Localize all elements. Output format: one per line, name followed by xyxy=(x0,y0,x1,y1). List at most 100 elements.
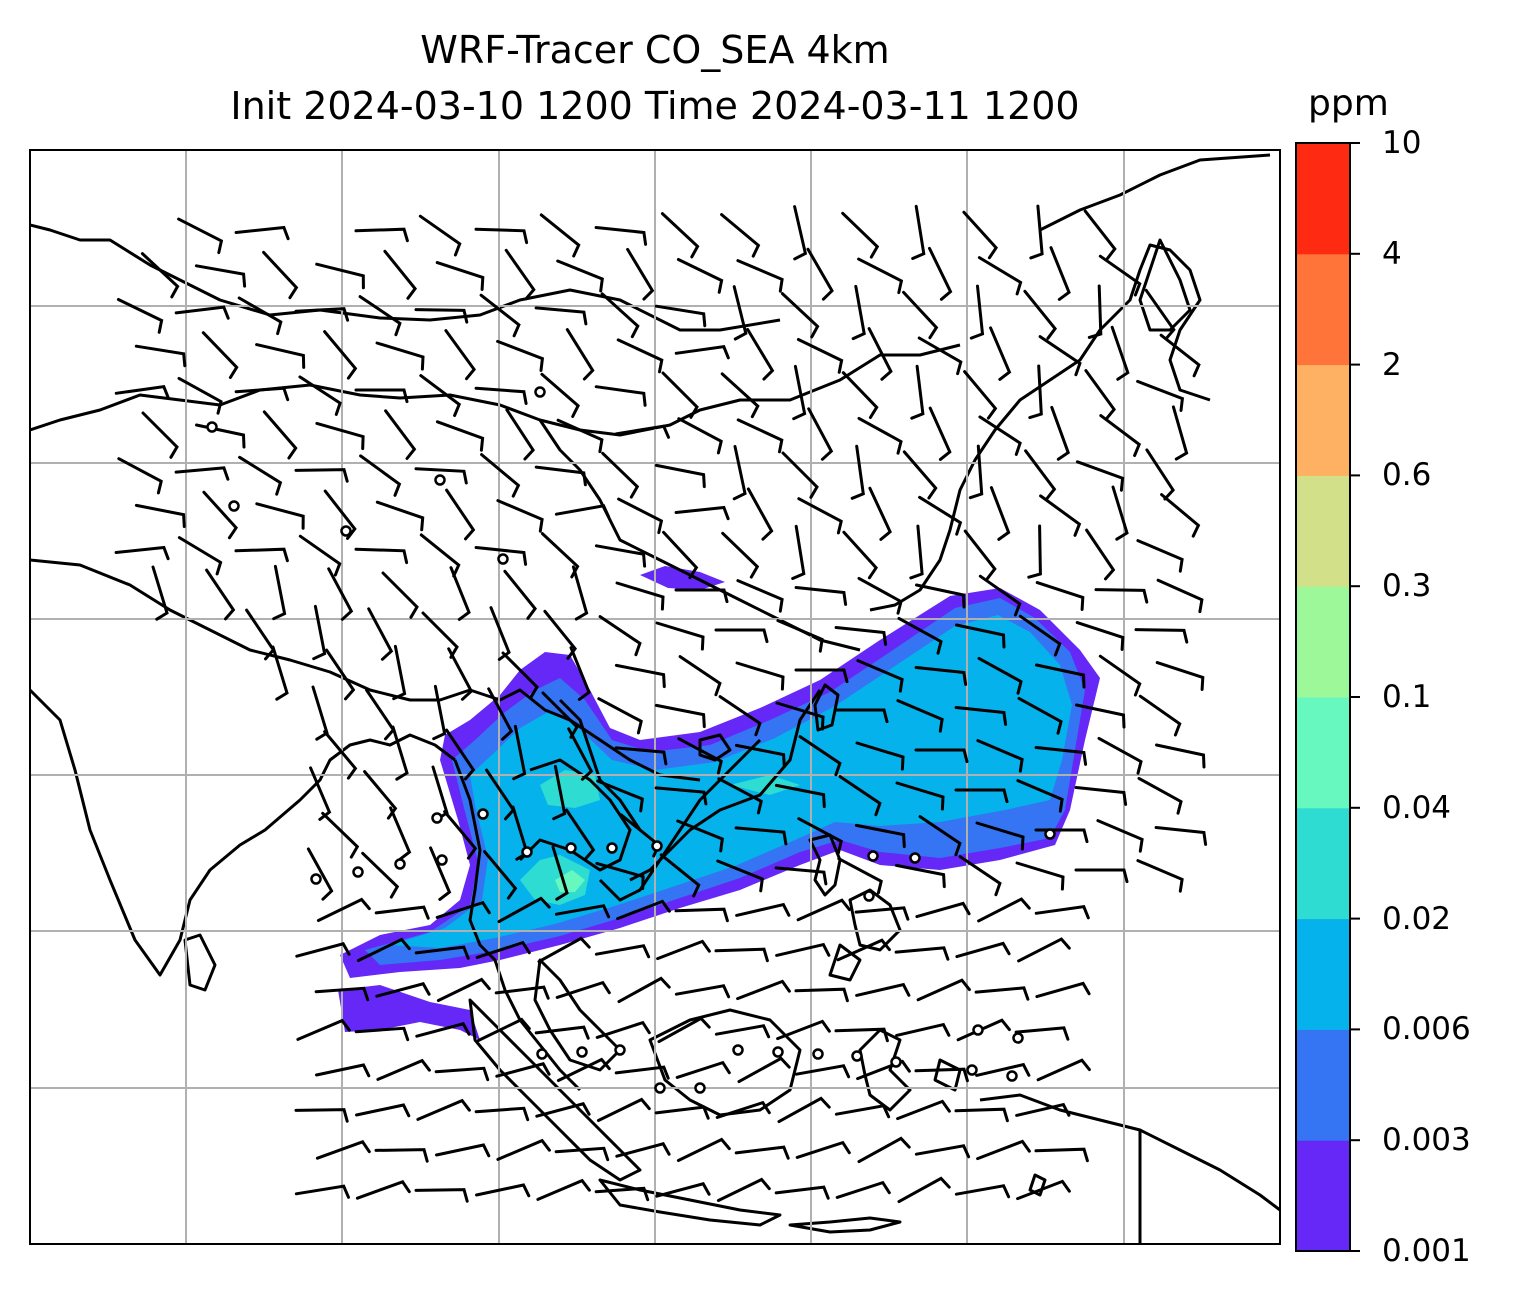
colorbar-tick-label: 0.003 xyxy=(1382,1122,1471,1159)
wind-barb xyxy=(928,406,952,461)
wind-barb xyxy=(594,1186,650,1202)
wind-barb xyxy=(854,823,906,849)
calm-wind-circle xyxy=(310,873,322,885)
wind-barb xyxy=(262,410,298,460)
wind-barb xyxy=(534,465,587,487)
wind-barb xyxy=(1035,981,1091,999)
wind-barb xyxy=(375,982,431,998)
wind-barb xyxy=(414,308,469,324)
wind-barb xyxy=(1098,254,1142,297)
wind-barb xyxy=(777,1096,831,1124)
wind-barb xyxy=(535,1102,591,1118)
wind-barb xyxy=(902,450,938,500)
wind-barb xyxy=(1015,861,1065,891)
wind-barb xyxy=(914,748,969,764)
calm-wind-circle xyxy=(851,1050,863,1062)
wind-barb xyxy=(954,1107,1009,1123)
colorbar-tick-label: 0.04 xyxy=(1382,789,1452,826)
wind-barb xyxy=(736,579,784,613)
wind-barb xyxy=(897,616,943,655)
wind-barb xyxy=(657,1016,711,1044)
wind-barb xyxy=(354,227,409,243)
wind-barb xyxy=(1096,819,1144,853)
wind-barb xyxy=(677,417,723,455)
calm-wind-circle xyxy=(890,1056,902,1068)
wind-barb xyxy=(501,651,539,699)
wind-barb xyxy=(475,940,531,959)
wind-barb xyxy=(834,626,888,646)
colorbar-segment xyxy=(1296,586,1350,698)
wind-barb xyxy=(238,455,283,496)
wind-barb xyxy=(384,409,417,460)
wind-barb xyxy=(355,1179,411,1200)
wind-barb xyxy=(298,534,342,577)
maluku xyxy=(933,1058,962,1092)
wind-barb xyxy=(792,364,807,421)
wind-barb xyxy=(569,646,591,701)
himalaya-border xyxy=(30,558,471,702)
wind-barb xyxy=(915,901,971,919)
wind-barb xyxy=(954,706,1008,726)
wind-barb xyxy=(554,1146,610,1162)
wind-barb xyxy=(616,899,671,921)
wind-barb xyxy=(1136,859,1184,893)
wind-barb xyxy=(537,936,591,964)
wind-barb xyxy=(503,569,538,620)
wind-barb xyxy=(654,786,708,806)
wind-barb xyxy=(1024,449,1057,500)
wind-barb xyxy=(928,246,953,301)
wind-barb xyxy=(614,424,670,439)
wind-barb xyxy=(775,701,825,731)
taiwan xyxy=(813,683,840,732)
wind-barb xyxy=(915,583,966,609)
wind-barb xyxy=(1049,246,1071,301)
wind-barb xyxy=(720,213,761,258)
wind-barb xyxy=(435,900,491,919)
wind-barb xyxy=(1075,460,1125,492)
wind-barb xyxy=(834,1104,891,1119)
wind-barb xyxy=(1110,325,1130,381)
wind-barb xyxy=(597,697,643,735)
wind-barb xyxy=(655,621,705,651)
wind-barb xyxy=(434,1066,490,1082)
wind-barb xyxy=(614,746,668,766)
china-east-coast xyxy=(869,243,1211,612)
wind-barb xyxy=(474,1106,530,1122)
wind-barb xyxy=(746,327,775,381)
wind-barb xyxy=(114,545,170,561)
wind-barb xyxy=(1017,937,1071,963)
wind-barb xyxy=(776,1019,831,1041)
wind-barb xyxy=(327,567,354,621)
wind-barb xyxy=(1015,1102,1071,1117)
wind-barb xyxy=(447,647,474,701)
wind-barb xyxy=(954,788,1009,804)
wind-barb xyxy=(736,418,784,454)
wind-barb xyxy=(295,942,351,958)
wind-barb xyxy=(626,247,655,301)
wind-barb xyxy=(835,1180,891,1199)
wind-barb xyxy=(177,217,224,255)
wind-barb xyxy=(540,372,580,418)
wind-barb xyxy=(857,576,903,615)
wind-barb xyxy=(917,336,963,376)
wind-barb xyxy=(737,1056,791,1084)
wind-barb xyxy=(565,808,596,861)
wind-barb xyxy=(1097,736,1143,775)
wind-barb xyxy=(475,1183,531,1198)
plume-level-004 xyxy=(555,870,585,892)
wind-barb xyxy=(1098,654,1142,697)
wind-barb xyxy=(504,248,536,301)
calm-wind-circle xyxy=(536,1048,548,1060)
wind-barb xyxy=(1084,369,1116,421)
wind-barb xyxy=(674,984,731,999)
wind-barb xyxy=(963,370,998,420)
wind-barb xyxy=(354,1026,410,1042)
wind-barb xyxy=(1155,661,1205,691)
wind-barb xyxy=(1014,1026,1070,1041)
wind-barb xyxy=(834,1027,889,1043)
wind-barb xyxy=(1136,379,1185,412)
map-title-line2: Init 2024-03-10 1200 Time 2024-03-11 120… xyxy=(230,84,1080,128)
wind-barb xyxy=(374,1148,429,1163)
wind-barb xyxy=(746,487,774,541)
wind-barb xyxy=(735,902,791,917)
